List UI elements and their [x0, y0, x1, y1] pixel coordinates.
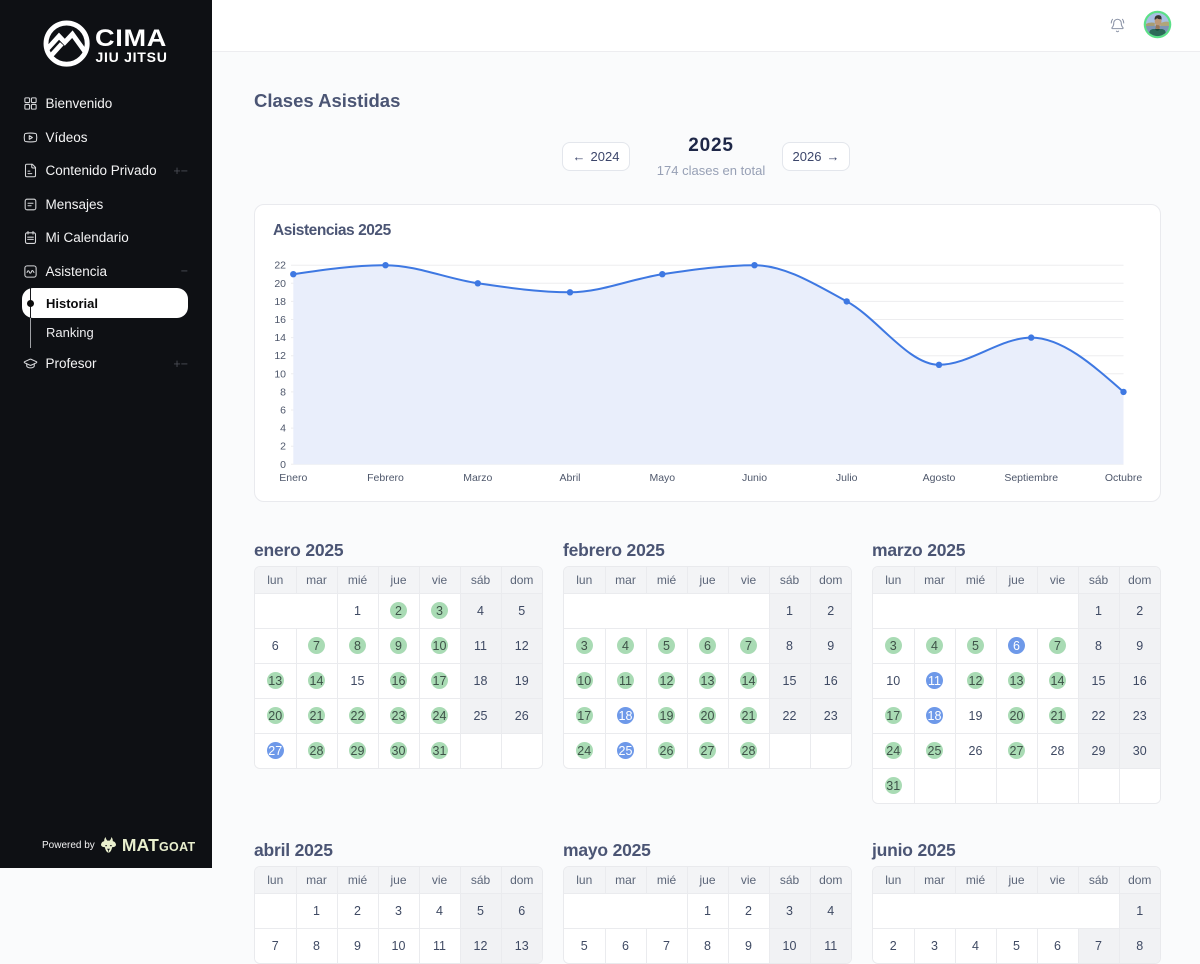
svg-text:CIMA: CIMA	[95, 25, 167, 51]
svg-text:6: 6	[280, 405, 286, 417]
svg-text:12: 12	[274, 350, 286, 362]
svg-text:22: 22	[274, 260, 286, 272]
svg-text:8: 8	[280, 386, 286, 398]
svg-text:Marzo: Marzo	[463, 472, 492, 484]
svg-text:Febrero: Febrero	[367, 472, 404, 484]
svg-text:14: 14	[274, 332, 286, 344]
svg-text:4: 4	[280, 423, 286, 435]
svg-text:Agosto: Agosto	[923, 472, 956, 484]
svg-text:JIU JITSU: JIU JITSU	[96, 50, 168, 65]
svg-text:20: 20	[274, 278, 286, 290]
svg-text:2: 2	[280, 441, 286, 453]
svg-text:16: 16	[274, 314, 286, 326]
svg-text:0: 0	[280, 459, 286, 471]
svg-text:18: 18	[274, 296, 286, 308]
svg-text:Septiembre: Septiembre	[1004, 472, 1058, 484]
svg-text:Enero: Enero	[279, 472, 307, 484]
svg-text:Julio: Julio	[836, 472, 858, 484]
svg-text:Mayo: Mayo	[649, 472, 675, 484]
svg-text:Junio: Junio	[742, 472, 767, 484]
svg-text:Octubre: Octubre	[1105, 472, 1143, 484]
svg-text:10: 10	[274, 368, 286, 380]
svg-text:Abril: Abril	[559, 472, 580, 484]
